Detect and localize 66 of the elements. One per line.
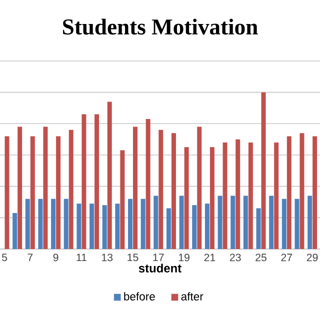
bar [269,196,274,249]
bar [230,196,236,249]
bar [12,212,18,249]
bar [274,142,279,249]
bar [133,126,138,249]
legend-label: before [124,292,155,300]
bar [30,136,35,249]
bar [248,142,253,249]
bar [171,133,176,249]
bar [4,136,10,249]
bar [128,198,132,249]
bar [68,130,74,249]
x-tick-label: 21 [204,254,216,262]
bar [64,198,68,249]
bar [107,102,112,249]
bar [140,198,146,249]
bar [286,136,292,249]
bar [282,198,286,249]
bar [82,114,86,249]
bar [256,208,261,249]
legend-label: after [181,292,204,300]
bar [197,126,202,249]
bar [179,196,184,249]
bar [166,208,171,249]
bar [25,198,30,249]
bar [146,118,150,249]
bar [38,198,43,249]
x-tick-label: 25 [256,254,266,262]
x-tick-label: 19 [178,254,190,262]
bar [18,126,22,249]
bar [76,204,82,249]
bar [312,136,318,249]
bar [243,196,248,249]
bar [218,196,222,249]
bar [184,147,189,249]
x-tick-label: 5 [2,254,7,262]
bar [51,198,56,249]
bar [294,198,300,249]
bar [90,204,94,249]
bar [192,205,197,249]
bar [236,139,240,249]
bar [210,147,214,249]
x-tick-label: 27 [281,254,292,262]
x-tick-label: 29 [306,254,318,262]
x-tick-label: 15 [128,254,138,262]
x-tick-label: 13 [102,254,113,262]
bar [300,133,304,249]
bar [204,204,210,249]
bar [115,204,120,249]
x-tick-label: 7 [28,254,33,262]
bar [154,196,158,249]
bar [94,114,100,249]
x-tick-label: 23 [230,254,241,262]
x-tick-label: 11 [76,254,86,262]
bar [222,142,228,249]
bar [120,150,125,249]
bar [102,205,107,249]
x-axis-title: student [138,264,182,272]
bar [56,136,61,249]
bar [158,130,164,249]
bar [43,126,48,249]
x-tick-label: 17 [153,254,164,262]
chart-title: Students Motivation [63,18,258,35]
bar [261,92,266,249]
bar [308,196,312,249]
x-tick-label: 9 [53,254,58,262]
